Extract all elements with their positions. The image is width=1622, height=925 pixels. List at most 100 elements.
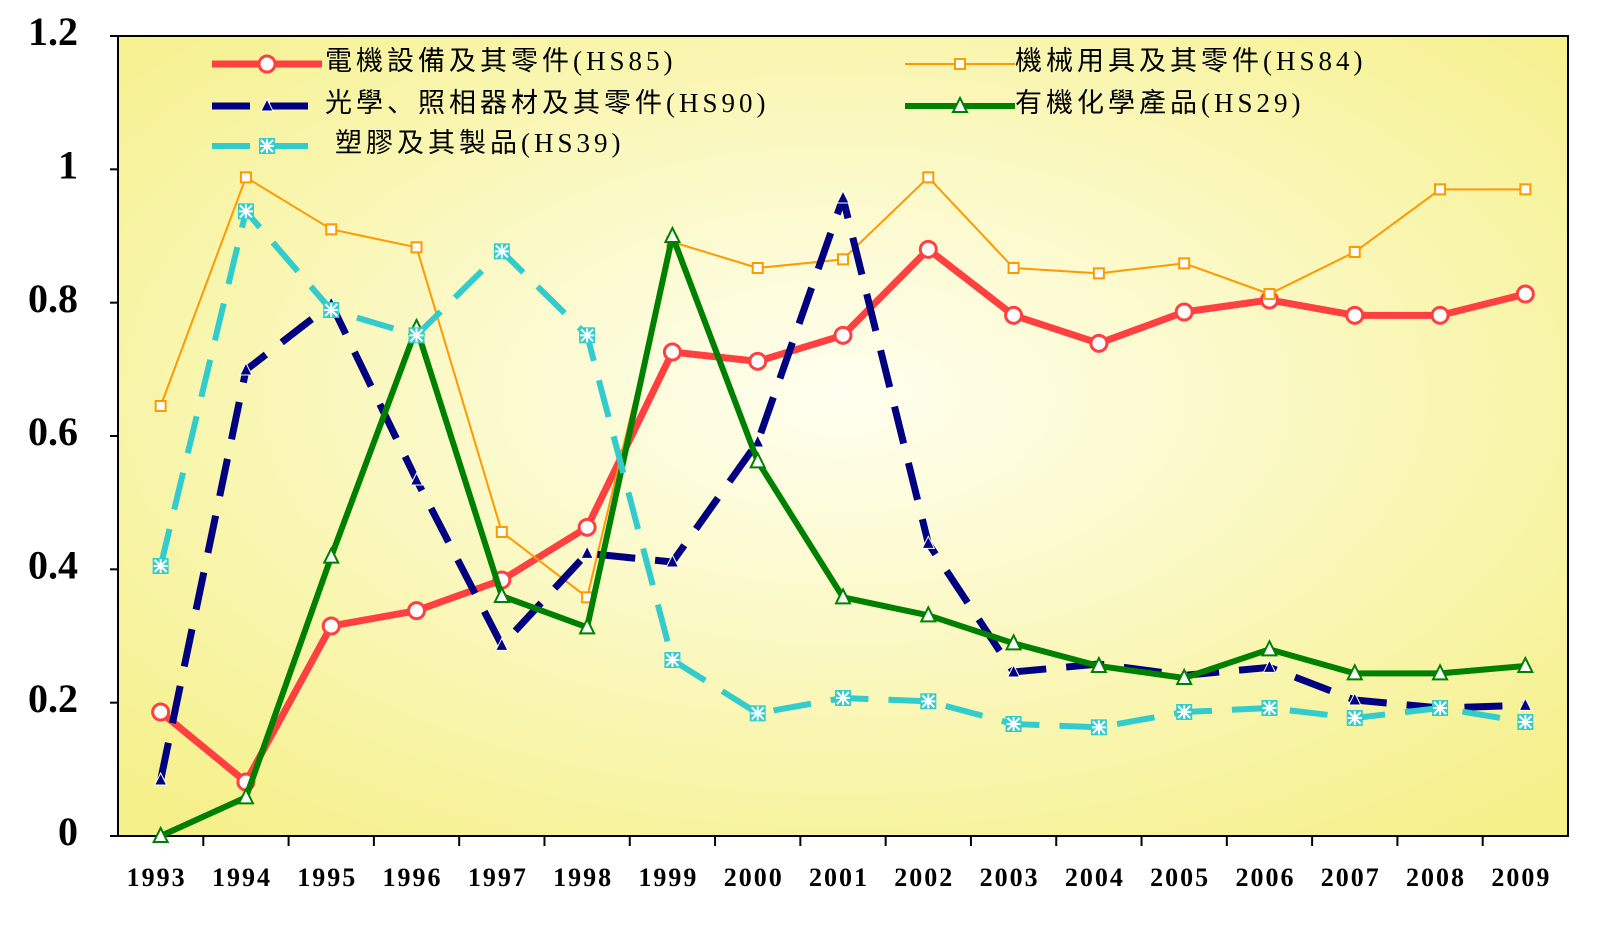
point	[918, 239, 938, 259]
x-tick-label: 1999	[638, 863, 698, 892]
point	[1004, 633, 1023, 651]
point	[833, 325, 853, 345]
point	[239, 171, 252, 184]
point	[1262, 701, 1277, 715]
point	[1434, 183, 1447, 196]
point	[1346, 663, 1364, 681]
point	[1347, 691, 1362, 706]
point	[410, 241, 423, 254]
x-tick-label: 1998	[553, 863, 613, 892]
x-tick-label: 2004	[1065, 863, 1125, 892]
point	[750, 433, 765, 448]
point	[921, 694, 936, 709]
point	[662, 342, 682, 362]
point	[1518, 697, 1533, 711]
legend-label: 機械用具及其零件(HS84)	[1015, 46, 1367, 76]
point	[153, 559, 168, 573]
point	[409, 471, 424, 486]
point	[1263, 288, 1276, 300]
point	[151, 702, 171, 722]
x-tick-label: 1997	[468, 863, 528, 892]
legend-label: 光學、照相器材及其零件(HS90)	[325, 88, 770, 118]
point	[493, 585, 511, 603]
point	[750, 706, 765, 721]
point	[836, 691, 850, 705]
point	[578, 617, 596, 635]
point	[407, 601, 427, 621]
x-tick-label: 2009	[1491, 863, 1551, 892]
y-tick-label: 0.4	[28, 543, 78, 588]
point	[577, 517, 597, 537]
point	[834, 587, 852, 605]
x-tick-label: 1993	[127, 863, 187, 892]
point	[321, 616, 341, 636]
point	[951, 95, 969, 113]
point	[1091, 720, 1106, 735]
x-tick-label: 2007	[1321, 863, 1381, 892]
point	[1175, 667, 1193, 685]
point	[665, 553, 680, 568]
x-tick-label: 2002	[894, 863, 954, 892]
point	[1345, 305, 1365, 325]
y-tick-label: 0	[58, 809, 78, 854]
point	[152, 825, 170, 843]
point	[257, 54, 277, 74]
point	[751, 262, 764, 274]
point	[495, 637, 509, 651]
y-tick-label: 0.8	[28, 276, 78, 321]
point	[1515, 284, 1535, 304]
x-tick-label: 2006	[1235, 863, 1295, 892]
point	[954, 58, 966, 70]
point	[748, 351, 768, 371]
point	[1090, 655, 1108, 673]
point	[1089, 333, 1109, 353]
point	[580, 328, 595, 343]
point	[1347, 711, 1362, 725]
point	[1178, 257, 1191, 270]
x-tick-label: 2008	[1406, 863, 1466, 892]
point	[1262, 659, 1277, 673]
point	[495, 526, 508, 538]
point	[1260, 639, 1279, 657]
point	[919, 605, 937, 623]
point	[153, 771, 168, 786]
point	[663, 225, 682, 243]
point	[1092, 267, 1105, 280]
point	[665, 653, 680, 667]
point	[260, 97, 274, 112]
point	[921, 535, 936, 549]
point	[325, 223, 338, 236]
point	[837, 253, 849, 266]
legend-label: 有機化學產品(HS29)	[1015, 88, 1305, 118]
point	[238, 204, 253, 219]
point	[580, 545, 594, 559]
point	[836, 189, 850, 204]
point	[1348, 246, 1361, 258]
point	[1174, 302, 1194, 322]
point	[322, 546, 340, 564]
x-tick-label: 1994	[212, 863, 272, 892]
point	[409, 328, 424, 343]
point	[1177, 705, 1192, 719]
point	[1007, 262, 1020, 274]
y-tick-label: 1.2	[28, 9, 78, 54]
point	[237, 787, 255, 805]
x-tick-label: 2003	[980, 863, 1040, 892]
point	[239, 361, 253, 376]
point	[1430, 305, 1450, 325]
point	[1006, 717, 1021, 731]
x-tick-label: 2005	[1150, 863, 1210, 892]
x-tick-label: 2000	[724, 863, 784, 892]
y-tick-label: 0.2	[28, 676, 78, 721]
x-tick-label: 2001	[809, 863, 869, 892]
point	[260, 139, 274, 153]
legend-label: 電機設備及其零件(HS85)	[325, 46, 677, 76]
x-tick-label: 1996	[383, 863, 443, 892]
point	[1433, 701, 1448, 715]
point	[1431, 663, 1449, 681]
point	[494, 244, 509, 259]
point	[154, 400, 167, 412]
y-tick-label: 1	[58, 143, 78, 188]
point	[1518, 715, 1533, 729]
y-tick-label: 0.6	[28, 409, 78, 454]
